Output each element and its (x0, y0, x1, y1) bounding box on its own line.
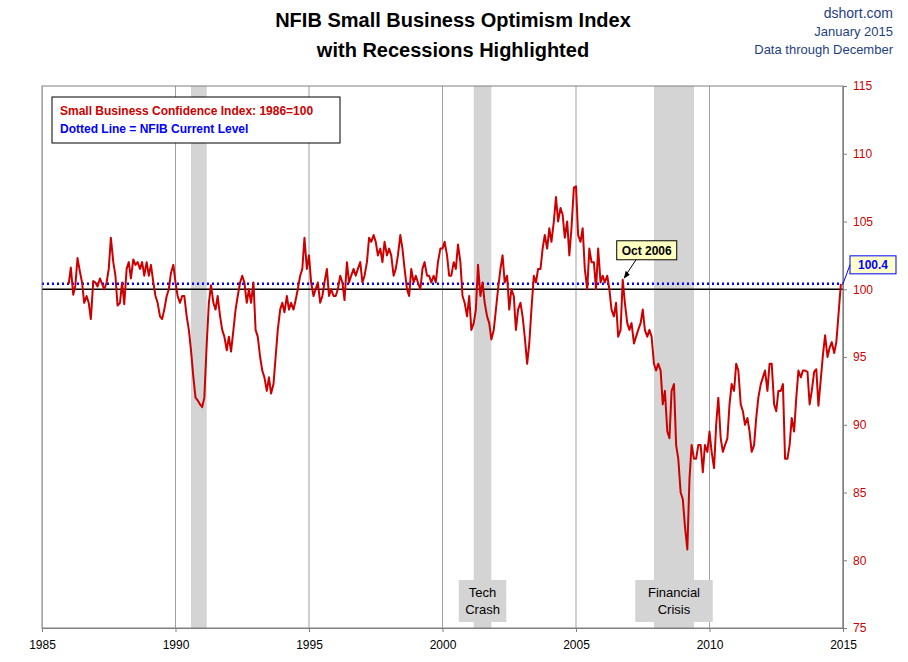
recession-label: TechCrash (465, 585, 500, 617)
grid-line (709, 86, 710, 628)
x-tick-mark (443, 628, 444, 632)
annotation-arrowhead (624, 271, 630, 279)
x-tick-label: 1985 (29, 638, 56, 652)
baseline (42, 289, 843, 291)
y-tick: 105 (843, 215, 873, 229)
legend-entry: Small Business Confidence Index: 1986=10… (60, 104, 313, 118)
x-tick-mark (176, 628, 177, 632)
y-tick: 110 (843, 147, 872, 161)
x-tick-mark (309, 628, 310, 632)
annotation-box (617, 241, 677, 260)
y-tick-label: 85 (853, 486, 867, 500)
y-tick-label: 105 (853, 215, 873, 229)
y-tick: 85 (843, 486, 867, 500)
y-tick-mark (843, 222, 847, 223)
y-tick-label: 100 (853, 283, 873, 297)
current-level-label: 100.4 (858, 258, 888, 272)
y-tick-label: 75 (853, 621, 867, 635)
plot-area (42, 86, 843, 628)
y-tick-mark (843, 493, 847, 494)
annotation-text: Oct 2006 (622, 244, 672, 258)
y-tick: 100 (843, 283, 873, 297)
y-tick-mark (843, 560, 847, 561)
recession-label: FinancialCrisis (648, 585, 700, 617)
background (0, 0, 908, 662)
current-level-pointer (843, 265, 850, 284)
y-tick: 115 (843, 79, 872, 93)
chart-svg: NFIB Small Business Optimism Index with R… (0, 0, 908, 662)
y-tick-label: 90 (853, 418, 867, 432)
source-text: January 2015 (814, 24, 893, 39)
x-tick-label: 2010 (697, 638, 724, 652)
source-text: dshort.com (824, 5, 893, 21)
x-tick: 2000 (430, 628, 457, 652)
grid-line (175, 86, 176, 628)
current-level-box (850, 256, 896, 274)
legend: Small Business Confidence Index: 1986=10… (52, 97, 340, 143)
y-tick-label: 115 (853, 79, 872, 93)
grid-line (576, 86, 577, 628)
title: NFIB Small Business Optimism Index (275, 9, 631, 31)
series-line (69, 186, 841, 549)
y-tick-mark (843, 628, 847, 629)
x-tick-label: 1995 (296, 638, 323, 652)
x-tick-mark (42, 628, 43, 632)
x-tick: 1995 (296, 628, 323, 652)
subtitle: with Recessions Highlighted (316, 39, 589, 61)
reference-line (42, 283, 843, 286)
y-tick-mark (843, 86, 847, 87)
y-tick: 90 (843, 418, 867, 432)
chart-container: NFIB Small Business Optimism Index with R… (0, 0, 908, 662)
x-tick-mark (576, 628, 577, 632)
x-tick-label: 2000 (430, 638, 457, 652)
x-axis: 1985 1990 1995 2000 2005 2010 2015 (29, 628, 857, 652)
y-tick-label: 110 (853, 147, 872, 161)
x-tick: 2005 (563, 628, 590, 652)
x-tick-label: 2005 (563, 638, 590, 652)
y-tick: 95 (843, 350, 867, 364)
y-tick-mark (843, 425, 847, 426)
y-tick-label: 80 (853, 554, 867, 568)
x-tick: 2010 (697, 628, 724, 652)
y-axis: 75 80 85 90 95 100 105 110 115 (843, 79, 873, 635)
y-tick: 75 (843, 621, 867, 635)
y-tick-mark (843, 357, 847, 358)
x-tick-mark (710, 628, 711, 632)
x-tick: 1990 (163, 628, 190, 652)
source-text: Data through December (754, 42, 893, 57)
grid-line (442, 86, 443, 628)
x-tick-label: 1990 (163, 638, 190, 652)
y-tick: 80 (843, 554, 867, 568)
legend-box (52, 97, 340, 143)
recession-band (191, 86, 207, 628)
grid-line (309, 86, 310, 628)
y-tick-mark (843, 154, 847, 155)
y-tick-mark (843, 289, 847, 290)
recession-band (474, 86, 492, 628)
plot-frame (42, 86, 843, 628)
recession-label-box (635, 580, 713, 622)
x-tick-label: 2015 (830, 638, 857, 652)
x-tick: 1985 (29, 628, 56, 652)
y-tick-label: 95 (853, 350, 867, 364)
legend-entry: Dotted Line = NFIB Current Level (60, 122, 248, 136)
recession-label-box (459, 580, 507, 622)
